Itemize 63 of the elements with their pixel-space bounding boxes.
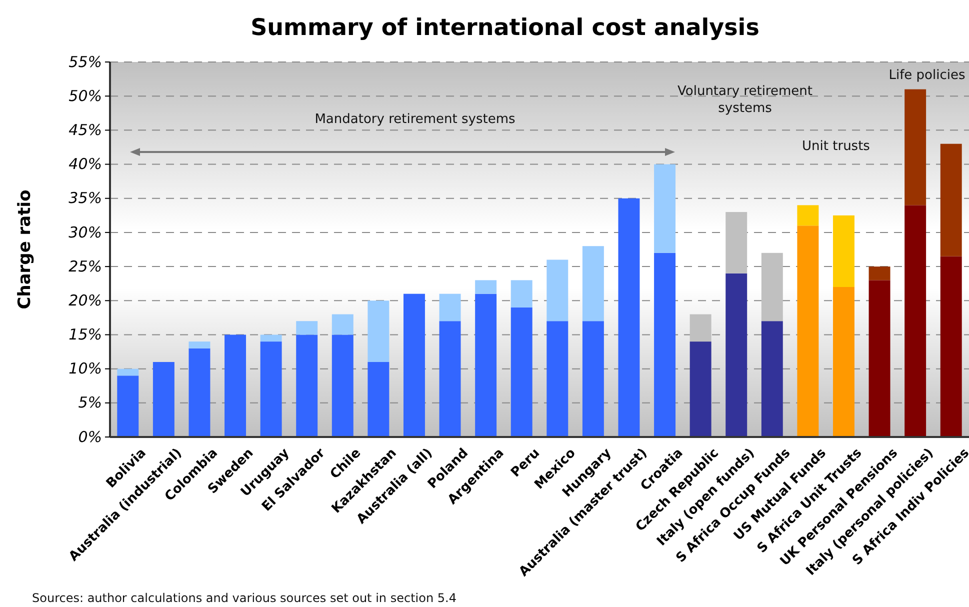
bar xyxy=(868,280,890,437)
y-tick-label: 25% xyxy=(68,257,102,276)
bar xyxy=(832,287,854,437)
annotation: Mandatory retirement systems xyxy=(314,112,516,127)
bar xyxy=(797,226,819,437)
y-tick-label: 50% xyxy=(68,86,102,105)
bar xyxy=(296,321,318,335)
bar xyxy=(439,321,461,437)
source-note: Sources: author calculations and various sources set out in section 5.4 xyxy=(32,591,456,605)
bar xyxy=(940,144,962,256)
y-tick-label: 10% xyxy=(68,360,102,378)
bar xyxy=(582,246,604,322)
y-tick-label: 20% xyxy=(68,291,102,310)
bar xyxy=(904,205,926,437)
bar xyxy=(618,198,640,437)
y-tick-label: 5% xyxy=(78,394,102,412)
chart-title: Summary of international cost analysis xyxy=(250,15,760,41)
bar xyxy=(296,334,318,437)
y-tick-label: 45% xyxy=(68,120,102,139)
y-tick-label: 55% xyxy=(68,52,102,71)
bar xyxy=(654,252,676,437)
bar xyxy=(510,280,532,308)
y-tick-label: 30% xyxy=(68,223,102,242)
bar xyxy=(224,334,246,437)
bar xyxy=(582,321,604,437)
bar xyxy=(475,294,497,437)
bar xyxy=(152,362,174,437)
bar xyxy=(117,376,139,437)
bar xyxy=(904,89,926,206)
annotation: Unit trusts xyxy=(802,139,870,154)
bar xyxy=(868,266,890,280)
bar xyxy=(368,362,390,437)
bar xyxy=(117,368,139,376)
bar xyxy=(761,321,783,437)
y-tick-label: 15% xyxy=(68,326,102,344)
annotation: Voluntary retirement systems xyxy=(678,84,812,116)
bar xyxy=(188,348,210,437)
y-tick-label: 40% xyxy=(68,155,102,174)
bar xyxy=(726,273,748,437)
bar xyxy=(439,294,461,322)
bar xyxy=(546,321,568,437)
bar xyxy=(403,294,425,437)
y-tick-label: 0% xyxy=(78,428,102,446)
bar xyxy=(726,212,748,274)
bar xyxy=(761,252,783,322)
bar xyxy=(260,342,282,437)
bar xyxy=(832,215,854,287)
y-tick-label: 35% xyxy=(68,189,102,208)
bar xyxy=(188,342,210,348)
bar xyxy=(332,334,354,437)
bar xyxy=(546,260,568,322)
bar xyxy=(368,300,390,362)
bar xyxy=(940,256,962,437)
bar xyxy=(797,205,819,226)
bar xyxy=(510,307,532,437)
bar xyxy=(690,342,712,437)
bar xyxy=(654,164,676,253)
bar xyxy=(475,280,497,294)
bar xyxy=(690,314,712,342)
bar xyxy=(260,334,282,342)
y-axis-title: Charge ratio xyxy=(15,190,35,310)
bar xyxy=(332,314,354,335)
annotation: Life policies xyxy=(888,68,966,83)
